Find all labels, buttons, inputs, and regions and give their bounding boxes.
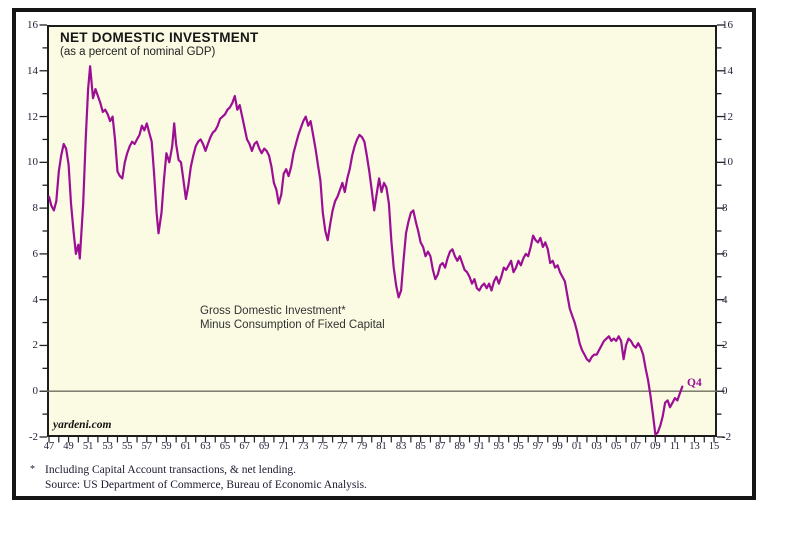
y-axis-label-left: 14 xyxy=(27,64,38,77)
x-axis-label: 47 xyxy=(43,441,55,452)
x-axis-label: 95 xyxy=(513,441,524,452)
x-axis-label: 97 xyxy=(532,441,544,452)
x-axis-label: 83 xyxy=(395,441,407,452)
x-axis-label: 87 xyxy=(434,441,446,452)
x-axis-label: 69 xyxy=(258,441,270,452)
x-axis-label: 11 xyxy=(669,441,680,452)
x-axis-label: 51 xyxy=(82,441,94,452)
x-axis-label: 49 xyxy=(63,441,74,452)
x-axis-label: 63 xyxy=(200,441,211,452)
y-axis-label-right: 10 xyxy=(722,156,733,169)
x-axis-label: 09 xyxy=(650,441,661,452)
x-axis-label: 55 xyxy=(121,441,133,452)
x-axis-label: 53 xyxy=(102,441,113,452)
x-axis-label: 59 xyxy=(161,441,172,452)
x-axis-label: 93 xyxy=(493,441,505,452)
source-text: Source: US Department of Commerce, Burea… xyxy=(45,478,367,491)
chart-title: NET DOMESTIC INVESTMENT xyxy=(60,30,259,45)
y-axis-label-right: 8 xyxy=(722,202,728,215)
y-axis-label-left: 16 xyxy=(27,19,38,31)
x-axis-label: 81 xyxy=(376,441,387,452)
y-axis-label-right: 6 xyxy=(722,247,728,260)
y-axis-label-left: 6 xyxy=(32,247,39,260)
y-axis-label-right: 12 xyxy=(722,110,733,123)
y-axis-label-left: 10 xyxy=(27,156,38,169)
x-axis-label: 71 xyxy=(278,441,289,452)
y-axis-label-right: 2 xyxy=(722,339,728,352)
y-axis-label-left: 8 xyxy=(32,202,39,215)
series-annotation-line2: Minus Consumption of Fixed Capital xyxy=(200,319,385,331)
x-axis-label: 91 xyxy=(474,441,485,452)
x-axis-label: 77 xyxy=(337,441,348,452)
y-axis-label-left: 12 xyxy=(27,110,38,123)
x-axis-label: 57 xyxy=(141,441,153,452)
x-axis-label: 89 xyxy=(454,441,466,452)
x-axis-label: 85 xyxy=(415,441,426,452)
x-axis-label: 03 xyxy=(591,441,602,452)
latest-quarter-label: Q4 xyxy=(687,377,702,389)
y-axis-label-left: 0 xyxy=(32,385,39,398)
watermark-yardeni: yardeni.com xyxy=(53,419,112,431)
y-axis-label-right: 0 xyxy=(722,385,728,398)
x-axis-label: 65 xyxy=(219,441,231,452)
x-axis-label: 01 xyxy=(571,441,583,452)
x-axis-label: 75 xyxy=(317,441,329,452)
x-axis-label: 73 xyxy=(298,441,309,452)
x-axis-label: 99 xyxy=(552,441,563,452)
footnote-text: Including Capital Account transactions, … xyxy=(45,464,297,476)
x-axis-label: 67 xyxy=(239,441,250,452)
y-axis-label-right: 14 xyxy=(722,64,733,77)
footnote-asterisk: * xyxy=(30,464,35,475)
x-axis-label: 61 xyxy=(180,441,192,452)
x-axis-label: 07 xyxy=(630,441,642,452)
x-axis-label: 79 xyxy=(356,441,368,452)
plot-area xyxy=(47,25,717,437)
x-axis-label: 05 xyxy=(610,441,622,452)
chart-subtitle: (as a percent of nominal GDP) xyxy=(60,46,216,58)
y-axis-label-right: 16 xyxy=(722,19,733,31)
y-axis-label-left: 2 xyxy=(32,339,39,352)
y-axis-label-left: 4 xyxy=(32,293,39,306)
series-annotation: Gross Domestic Investment* Minus Consump… xyxy=(200,304,385,332)
y-axis-label-right: -2 xyxy=(722,431,732,443)
y-axis-label-left: -2 xyxy=(28,431,38,443)
x-axis-label: 13 xyxy=(689,441,700,452)
x-axis-label: 15 xyxy=(708,441,720,452)
footnote-block: * Including Capital Account transactions,… xyxy=(30,463,367,492)
y-axis-label-right: 4 xyxy=(722,293,728,306)
series-annotation-line1: Gross Domestic Investment* xyxy=(200,305,346,317)
